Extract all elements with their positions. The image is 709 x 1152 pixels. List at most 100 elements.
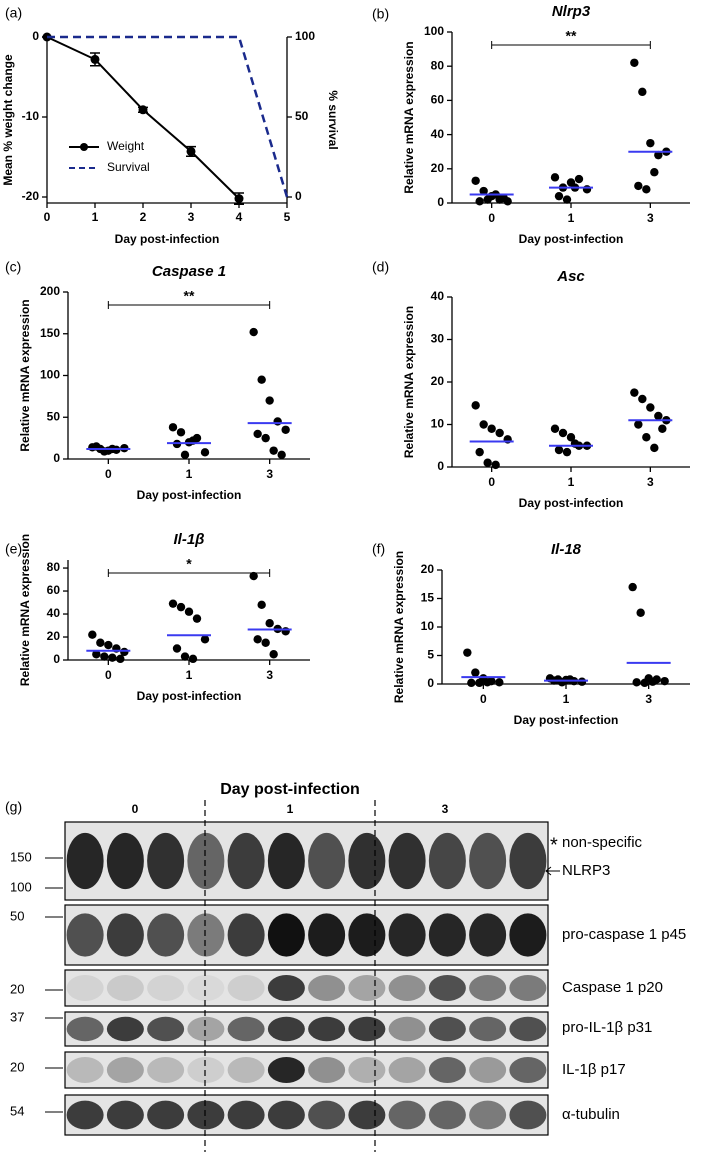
point bbox=[487, 424, 496, 433]
y-tick-label: 40 bbox=[47, 606, 61, 620]
asterisk: * bbox=[550, 834, 558, 856]
blot-band bbox=[348, 1057, 386, 1083]
blot-band bbox=[267, 1100, 305, 1130]
y-tick-label: 0 bbox=[437, 195, 444, 209]
y-tick-label: 80 bbox=[47, 560, 61, 574]
point bbox=[483, 678, 492, 687]
blot-band bbox=[469, 1016, 507, 1042]
marker-label: 20 bbox=[10, 981, 24, 996]
blot-band bbox=[187, 1016, 225, 1042]
y-tick-label: 20 bbox=[421, 562, 435, 576]
blot-band bbox=[227, 913, 265, 957]
point bbox=[168, 599, 178, 608]
y-tick-label: 100 bbox=[40, 368, 60, 382]
point bbox=[265, 396, 274, 405]
x-tick-label: 0 bbox=[488, 211, 495, 225]
point bbox=[646, 403, 655, 412]
blot-band bbox=[388, 1016, 426, 1042]
y-tick-label: 100 bbox=[424, 24, 444, 38]
blot-strip bbox=[64, 1011, 549, 1047]
blot-band bbox=[428, 913, 466, 957]
blot-band bbox=[66, 975, 104, 1001]
blot-band bbox=[227, 975, 265, 1001]
x-tick-label: 1 bbox=[568, 475, 575, 489]
blot-band bbox=[106, 832, 144, 890]
blot-band bbox=[308, 832, 346, 890]
y-axis-label: Relative mRNA expression bbox=[402, 306, 416, 458]
marker-label: 150 bbox=[10, 849, 32, 864]
point bbox=[475, 197, 484, 206]
significance-bracket bbox=[107, 569, 271, 577]
blot-band bbox=[469, 975, 507, 1001]
point bbox=[495, 428, 504, 438]
blot-band bbox=[308, 913, 346, 957]
point bbox=[566, 433, 576, 442]
point bbox=[640, 678, 649, 688]
point bbox=[90, 54, 100, 64]
blot-band bbox=[267, 975, 305, 1001]
blot-band bbox=[388, 832, 426, 890]
blot-band bbox=[187, 975, 225, 1001]
blot-band bbox=[267, 1057, 305, 1083]
band-label: pro-IL-1β p31 bbox=[562, 1019, 652, 1036]
blot-band bbox=[66, 1100, 104, 1130]
y-tick-label: 100 bbox=[295, 29, 315, 43]
x-axis-label: Day post-infection bbox=[137, 488, 242, 502]
x-axis-label: Day post-infection bbox=[115, 232, 220, 246]
panel-label: (g) bbox=[5, 799, 22, 815]
legend-label: Survival bbox=[107, 160, 150, 174]
y-tick-label: 0 bbox=[295, 189, 302, 203]
point bbox=[176, 602, 186, 612]
point bbox=[565, 675, 575, 684]
blot-band bbox=[428, 832, 466, 890]
point bbox=[483, 458, 492, 467]
blot-strip bbox=[64, 904, 549, 966]
blot-band bbox=[509, 832, 547, 890]
point bbox=[257, 375, 266, 384]
point bbox=[261, 638, 270, 647]
blot-band bbox=[227, 1016, 265, 1042]
y-tick-label: 30 bbox=[431, 332, 445, 346]
x-tick-label: 3 bbox=[266, 467, 273, 481]
x-tick-label: 3 bbox=[647, 475, 654, 489]
blot-strip bbox=[64, 969, 549, 1007]
point bbox=[200, 635, 210, 644]
blot-band bbox=[469, 913, 507, 957]
point bbox=[582, 185, 592, 194]
point bbox=[281, 425, 290, 434]
point bbox=[554, 445, 564, 455]
blot-band bbox=[66, 1057, 104, 1083]
y-tick-label: 60 bbox=[431, 93, 445, 107]
y-tick-label: 0 bbox=[427, 676, 434, 690]
y-tick-label: 50 bbox=[295, 109, 309, 123]
x-tick-label: 0 bbox=[488, 475, 495, 489]
y-axis-label: Relative mRNA expression bbox=[402, 41, 416, 193]
point bbox=[168, 423, 178, 432]
point bbox=[562, 447, 572, 457]
point bbox=[471, 668, 480, 677]
point bbox=[499, 193, 508, 203]
x-tick-label: 3 bbox=[188, 210, 195, 224]
point bbox=[483, 195, 492, 204]
panel-label: (b) bbox=[372, 6, 389, 22]
blot-band bbox=[348, 1100, 386, 1130]
blot-band bbox=[147, 1016, 185, 1042]
blot-band bbox=[348, 975, 386, 1001]
point bbox=[471, 401, 480, 410]
blot-band bbox=[147, 832, 185, 890]
chart-title: Caspase 1 bbox=[152, 263, 226, 280]
x-tick-label: 5 bbox=[284, 210, 291, 224]
point bbox=[630, 388, 639, 397]
blot-band bbox=[66, 913, 104, 957]
blot-band bbox=[469, 832, 507, 890]
x-tick-label: 3 bbox=[645, 692, 652, 706]
blot-band bbox=[348, 913, 386, 957]
point bbox=[475, 447, 484, 457]
y-axis-label: Relative mRNA expression bbox=[18, 299, 32, 451]
x-axis-label: Day post-infection bbox=[514, 713, 619, 727]
y-tick-label: 80 bbox=[431, 58, 445, 72]
blot-band bbox=[66, 1016, 104, 1042]
blot-band bbox=[308, 1057, 346, 1083]
blot-band bbox=[348, 832, 386, 890]
point bbox=[491, 460, 500, 470]
